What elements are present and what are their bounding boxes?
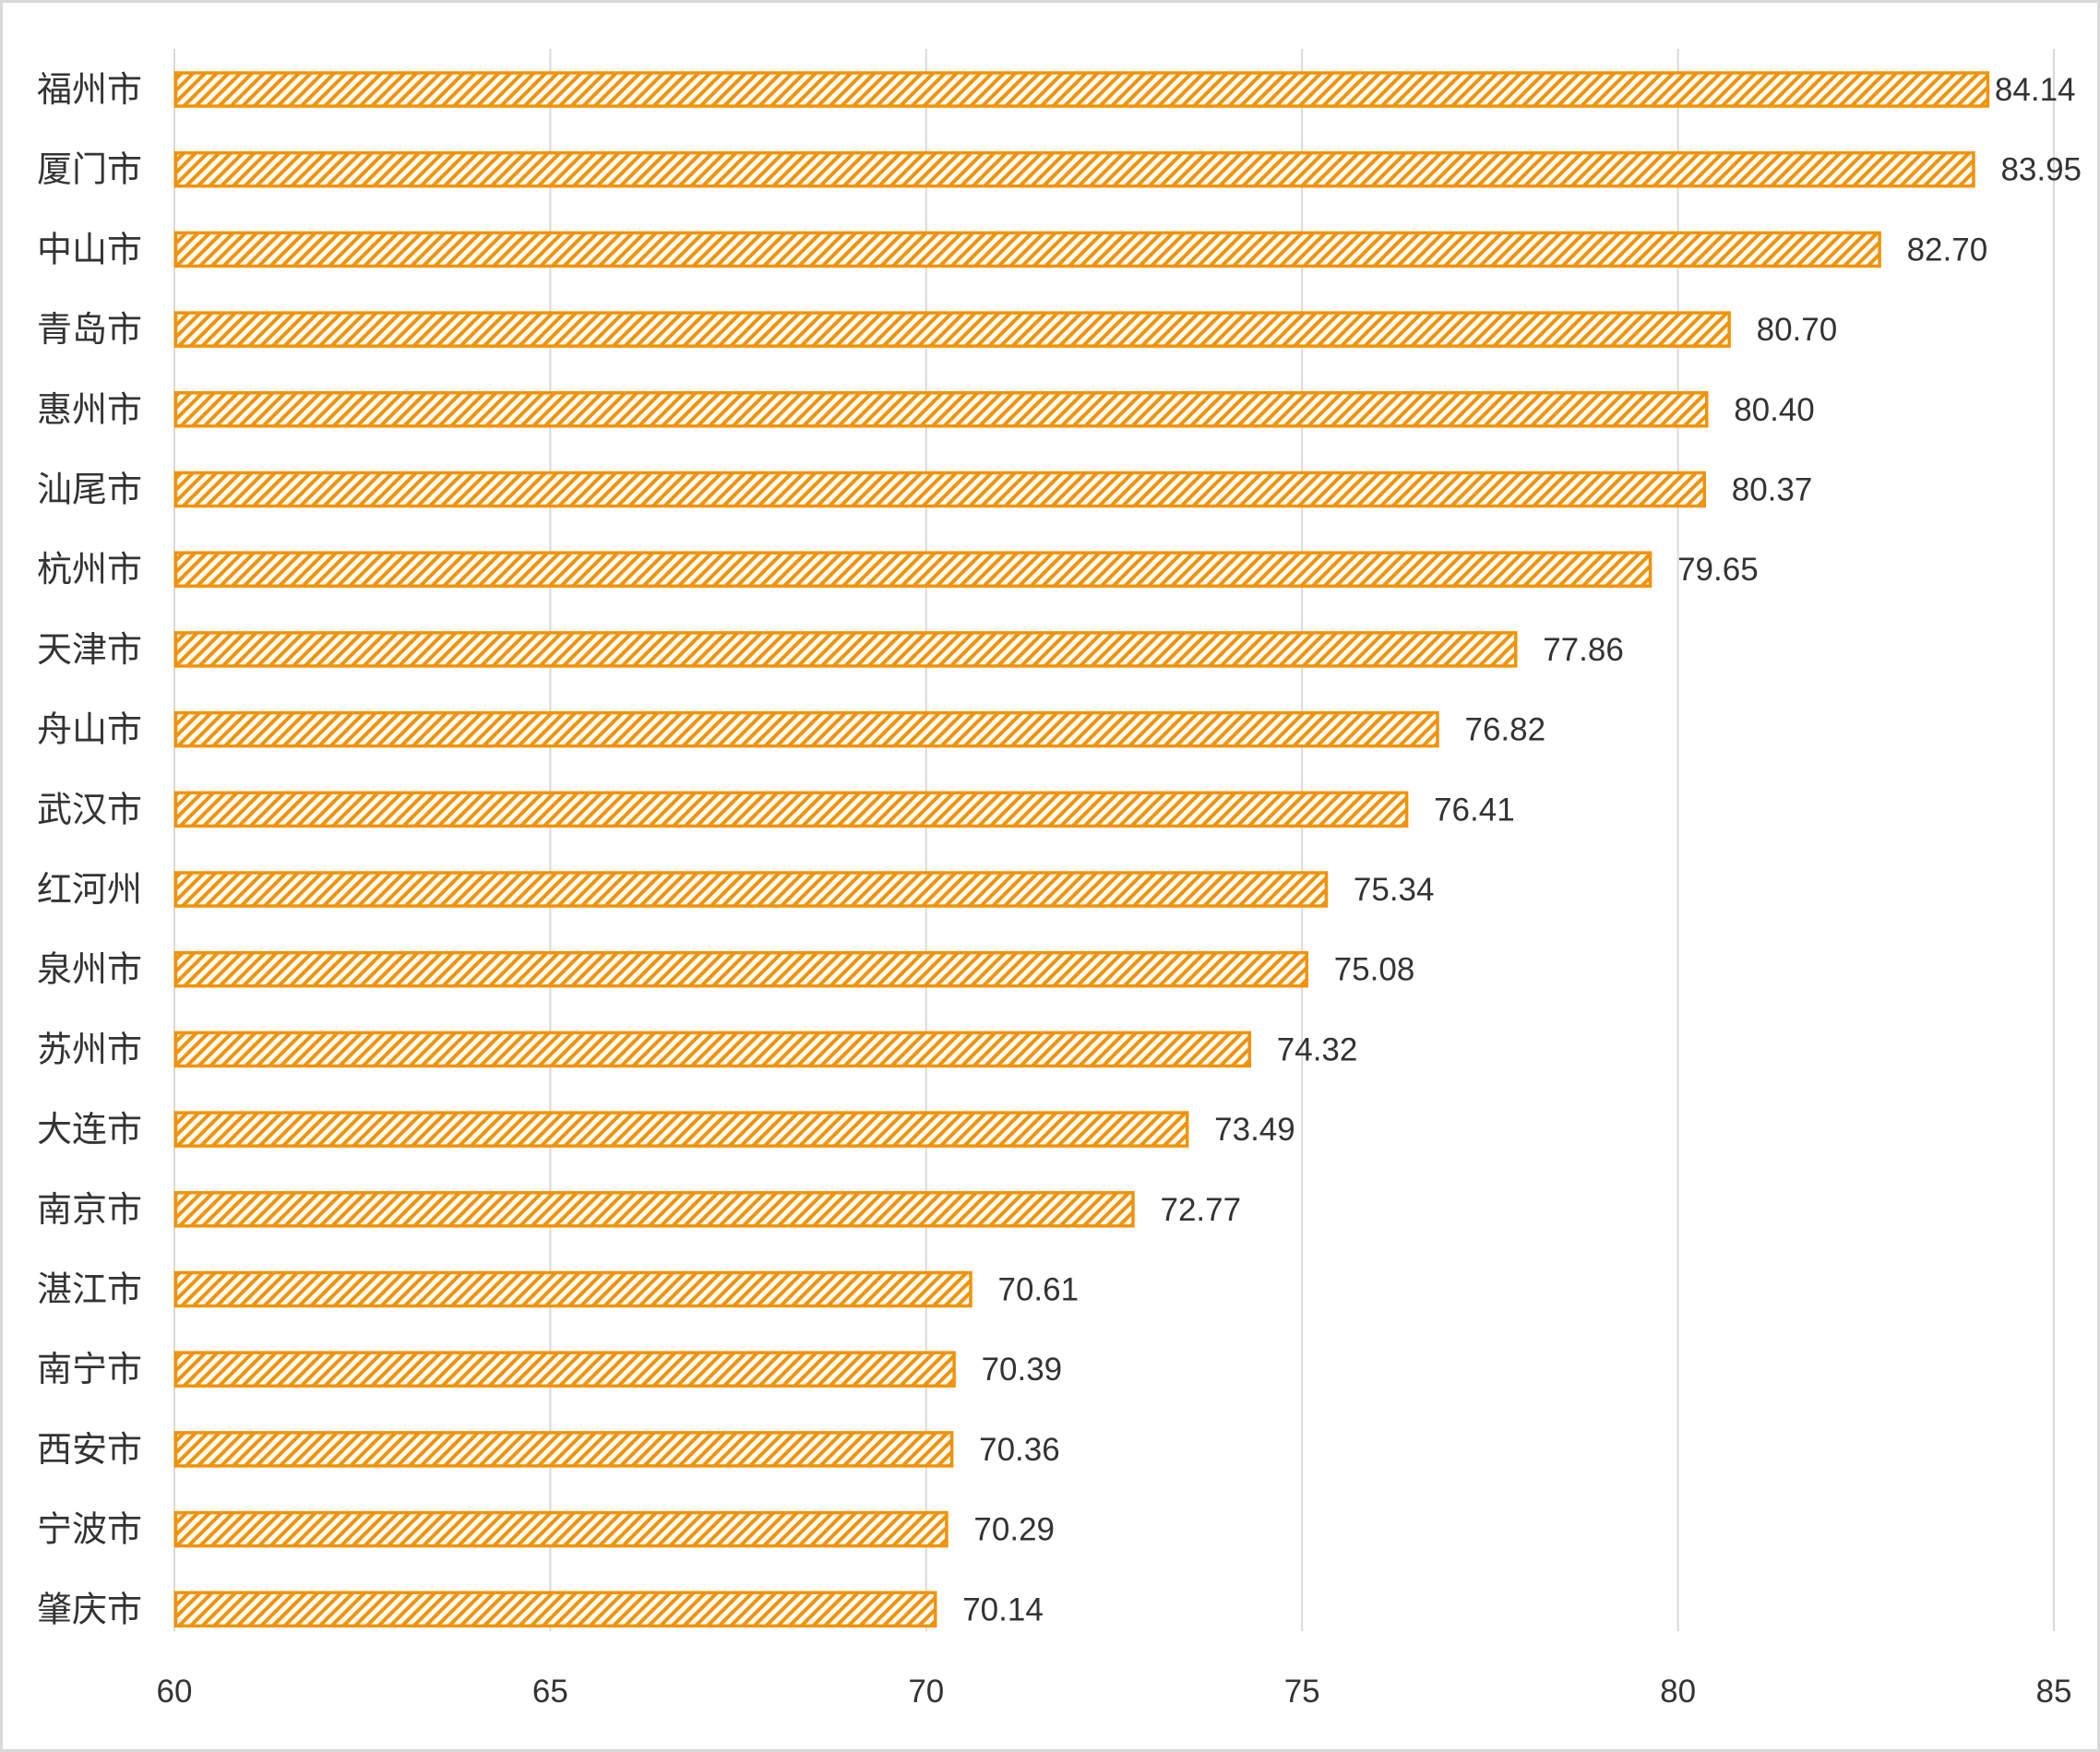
x-tick-label: 60 <box>157 1674 193 1710</box>
category-label: 福州市 <box>37 69 142 110</box>
value-label: 70.61 <box>998 1272 1080 1308</box>
value-label: 82.70 <box>1907 232 1988 268</box>
category-label: 肇庆市 <box>37 1589 142 1629</box>
category-label: 杭州市 <box>37 549 142 590</box>
bar <box>173 311 1731 348</box>
category-label: 厦门市 <box>37 149 142 190</box>
bar <box>173 1591 937 1628</box>
category-label: 中山市 <box>37 229 142 269</box>
category-label: 舟山市 <box>37 709 142 750</box>
bar <box>173 150 1975 188</box>
bar <box>173 1111 1189 1148</box>
value-label: 70.36 <box>979 1432 1060 1468</box>
category-labels: 福州市厦门市中山市青岛市惠州市汕尾市杭州市天津市舟山市武汉市红河州泉州市苏州市大… <box>37 69 142 1629</box>
value-label: 73.49 <box>1214 1112 1295 1148</box>
value-label: 76.41 <box>1434 792 1515 828</box>
bar <box>173 471 1706 508</box>
category-label: 南京市 <box>37 1189 142 1230</box>
x-axis-ticks: 60 65 70 75 80 85 <box>157 1674 2072 1710</box>
category-label: 大连市 <box>37 1109 142 1150</box>
category-label: 南宁市 <box>37 1349 142 1389</box>
value-label: 80.40 <box>1734 392 1815 428</box>
value-label: 84.14 <box>1995 72 2076 108</box>
x-tick-label: 65 <box>532 1674 568 1710</box>
bar <box>173 1431 954 1468</box>
value-label: 76.82 <box>1464 712 1545 748</box>
bar <box>173 391 1709 428</box>
value-label: 79.65 <box>1677 552 1759 588</box>
value-label: 70.29 <box>973 1512 1055 1548</box>
bar <box>173 231 1881 268</box>
category-label: 泉州市 <box>37 949 142 990</box>
category-label: 苏州市 <box>37 1029 142 1069</box>
bar <box>173 551 1653 588</box>
value-label: 72.77 <box>1160 1192 1241 1228</box>
category-label: 惠州市 <box>37 389 142 430</box>
value-label: 80.70 <box>1757 312 1838 348</box>
category-label: 天津市 <box>37 629 142 670</box>
bar <box>173 631 1518 668</box>
bar <box>173 950 1308 988</box>
bar <box>173 710 1439 748</box>
bar <box>173 1351 956 1388</box>
value-label: 80.37 <box>1732 472 1813 508</box>
value-label: 83.95 <box>2000 152 2082 188</box>
bar <box>173 871 1329 908</box>
gridlines <box>173 49 2055 1631</box>
bar-chart: 福州市厦门市中山市青岛市惠州市汕尾市杭州市天津市舟山市武汉市红河州泉州市苏州市大… <box>37 49 2082 1710</box>
bar <box>173 1270 972 1308</box>
bars <box>173 71 1990 1628</box>
bar <box>173 1031 1252 1068</box>
value-labels: 84.14 83.95 82.70 80.70 80.40 80.37 79.65 77.86… <box>962 72 2082 1627</box>
category-label: 湛江市 <box>37 1269 142 1310</box>
category-label: 武汉市 <box>37 789 142 829</box>
category-label: 青岛市 <box>37 309 142 350</box>
category-label: 西安市 <box>37 1429 142 1470</box>
x-tick-label: 80 <box>1660 1674 1696 1710</box>
bar <box>173 1510 949 1548</box>
value-label: 70.14 <box>962 1591 1044 1627</box>
value-label: 74.32 <box>1277 1031 1358 1067</box>
value-label: 77.86 <box>1543 632 1624 668</box>
category-label: 汕尾市 <box>37 470 142 510</box>
bar <box>173 71 1990 108</box>
category-label: 宁波市 <box>37 1509 142 1550</box>
bar <box>173 791 1409 828</box>
value-label: 75.34 <box>1354 872 1435 908</box>
x-tick-label: 85 <box>2036 1674 2072 1710</box>
bar <box>173 1191 1135 1228</box>
category-label: 红河州 <box>37 869 142 910</box>
x-tick-label: 70 <box>908 1674 944 1710</box>
value-label: 75.08 <box>1334 952 1415 988</box>
x-tick-label: 75 <box>1284 1674 1320 1710</box>
value-label: 70.39 <box>982 1352 1063 1388</box>
